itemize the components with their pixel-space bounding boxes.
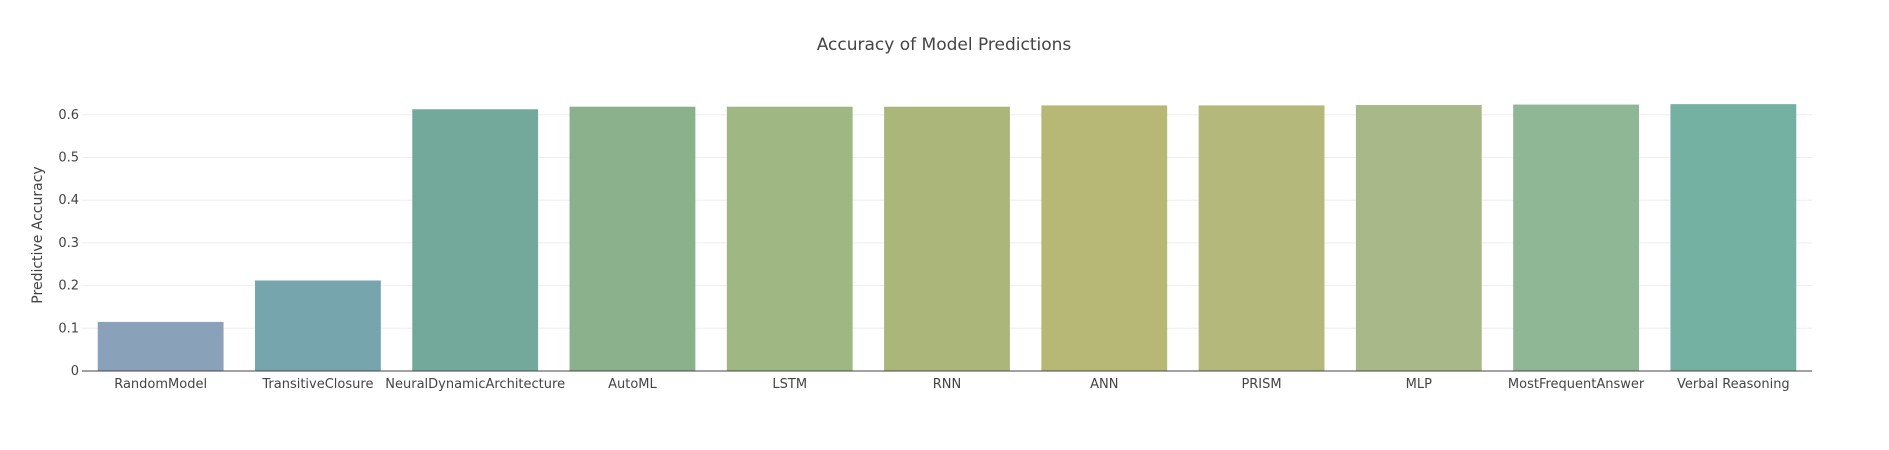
x-tick-label: RNN xyxy=(933,377,961,392)
x-tick-label: Verbal Reasoning xyxy=(1677,377,1790,392)
y-tick-label: 0.4 xyxy=(58,193,79,208)
y-tick-label: 0.5 xyxy=(58,151,79,166)
x-tick-label: PRISM xyxy=(1241,377,1281,392)
bar-ann[interactable] xyxy=(1041,105,1168,372)
bar-neuraldynamicarchitecture[interactable] xyxy=(412,109,539,371)
bar-prism[interactable] xyxy=(1198,105,1325,372)
bar-transitiveclosure[interactable] xyxy=(255,280,381,371)
y-axis-title: Predictive Accuracy xyxy=(30,166,46,303)
x-tick-label: NeuralDynamicArchitecture xyxy=(385,377,565,392)
x-tick-label: LSTM xyxy=(772,377,807,392)
bar-mlp[interactable] xyxy=(1355,104,1482,371)
bar-verbal-reasoning[interactable] xyxy=(1670,104,1797,371)
bars xyxy=(97,104,1797,372)
x-tick-label: AutoML xyxy=(608,377,657,392)
y-tick-label: 0.1 xyxy=(58,321,79,336)
bar-lstm[interactable] xyxy=(726,106,853,371)
y-tick-label: 0.3 xyxy=(58,236,79,251)
bar-automl[interactable] xyxy=(569,106,696,371)
y-tick-label: 0.6 xyxy=(58,108,79,123)
x-axis-ticks: RandomModel TransitiveClosure NeuralDynami… xyxy=(114,377,1789,392)
x-tick-label: TransitiveClosure xyxy=(261,377,373,392)
x-tick-label: MostFrequentAnswer xyxy=(1508,377,1645,392)
bar-mostfrequentanswer[interactable] xyxy=(1513,104,1639,372)
y-tick-label: 0 xyxy=(71,364,79,379)
x-tick-label: RandomModel xyxy=(114,377,207,392)
bar-randommodel[interactable] xyxy=(97,321,224,371)
bar-rnn[interactable] xyxy=(884,106,1010,371)
y-tick-label: 0.2 xyxy=(58,279,79,294)
chart-title: Accuracy of Model Predictions xyxy=(817,35,1072,55)
x-tick-label: ANN xyxy=(1090,377,1118,392)
y-axis-ticks: 0 0.1 0.2 0.3 0.4 0.5 0.6 xyxy=(58,108,79,379)
x-tick-label: MLP xyxy=(1406,377,1432,392)
